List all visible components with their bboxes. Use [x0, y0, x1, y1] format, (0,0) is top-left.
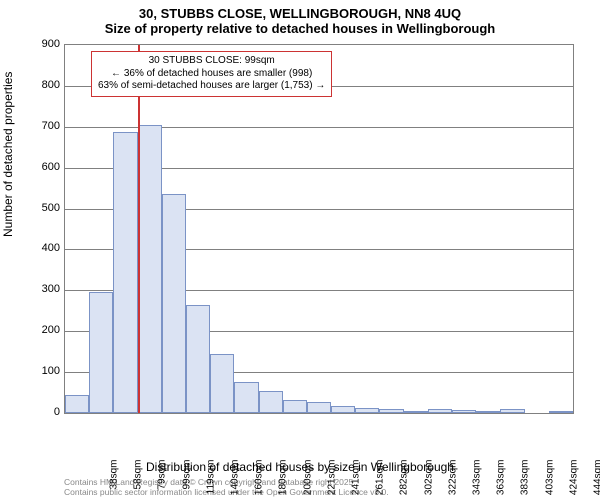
histogram-bar — [259, 391, 283, 413]
ytick-label: 500 — [26, 202, 60, 214]
y-axis-label: Number of detached properties — [1, 72, 15, 237]
xtick-label: 38sqm — [109, 460, 120, 500]
xtick-label: 383sqm — [520, 460, 531, 500]
histogram-bar — [210, 354, 234, 413]
xtick-label: 403sqm — [544, 460, 555, 500]
xtick-label: 343sqm — [471, 460, 482, 500]
ytick-label: 800 — [26, 79, 60, 91]
marker-line — [138, 45, 140, 413]
xtick-label: 444sqm — [592, 460, 600, 500]
annotation-line2: ← 36% of detached houses are smaller (99… — [98, 68, 325, 81]
annotation-line1: 30 STUBBS CLOSE: 99sqm — [98, 55, 325, 68]
ytick-label: 400 — [26, 242, 60, 254]
xtick-label: 302sqm — [423, 460, 434, 500]
histogram-bar — [500, 409, 524, 413]
xtick-label: 200sqm — [302, 460, 313, 500]
histogram-bar — [331, 406, 355, 413]
histogram-bar — [234, 382, 258, 413]
ytick-label: 0 — [26, 406, 60, 418]
histogram-bar — [65, 395, 89, 413]
xtick-label: 424sqm — [568, 460, 579, 500]
histogram-bar — [476, 411, 500, 413]
ytick-label: 100 — [26, 365, 60, 377]
histogram-bar — [404, 411, 428, 413]
histogram-bar — [355, 408, 379, 413]
xtick-label: 322sqm — [447, 460, 458, 500]
xtick-label: 261sqm — [375, 460, 386, 500]
xtick-label: 363sqm — [496, 460, 507, 500]
xtick-label: 160sqm — [254, 460, 265, 500]
x-axis-label: Distribution of detached houses by size … — [0, 460, 600, 474]
xtick-label: 221sqm — [326, 460, 337, 500]
xtick-label: 180sqm — [278, 460, 289, 500]
chart-container: 30, STUBBS CLOSE, WELLINGBOROUGH, NN8 4U… — [0, 0, 600, 500]
xtick-label: 119sqm — [205, 460, 216, 500]
histogram-bar — [307, 402, 331, 413]
xtick-label: 140sqm — [230, 460, 241, 500]
histogram-bar — [379, 409, 403, 413]
xtick-label: 79sqm — [157, 460, 168, 500]
histogram-bar — [186, 305, 210, 413]
histogram-bar — [162, 194, 186, 413]
plot-area: 30 STUBBS CLOSE: 99sqm ← 36% of detached… — [64, 44, 574, 414]
annotation-box: 30 STUBBS CLOSE: 99sqm ← 36% of detached… — [91, 51, 332, 97]
histogram-bar — [428, 409, 452, 413]
ytick-label: 300 — [26, 283, 60, 295]
histogram-bar — [113, 132, 137, 413]
chart-title: 30, STUBBS CLOSE, WELLINGBOROUGH, NN8 4U… — [0, 0, 600, 21]
histogram-bar — [452, 410, 476, 413]
histogram-bar — [89, 292, 113, 413]
ytick-label: 600 — [26, 161, 60, 173]
xtick-label: 282sqm — [399, 460, 410, 500]
xtick-label: 99sqm — [181, 460, 192, 500]
histogram-bar — [549, 411, 573, 413]
xtick-label: 241sqm — [351, 460, 362, 500]
histogram-bar — [138, 125, 162, 413]
xtick-label: 58sqm — [133, 460, 144, 500]
annotation-line3: 63% of semi-detached houses are larger (… — [98, 80, 325, 93]
ytick-label: 700 — [26, 120, 60, 132]
ytick-label: 200 — [26, 324, 60, 336]
histogram-bar — [283, 400, 307, 413]
ytick-label: 900 — [26, 38, 60, 50]
chart-subtitle: Size of property relative to detached ho… — [0, 21, 600, 40]
